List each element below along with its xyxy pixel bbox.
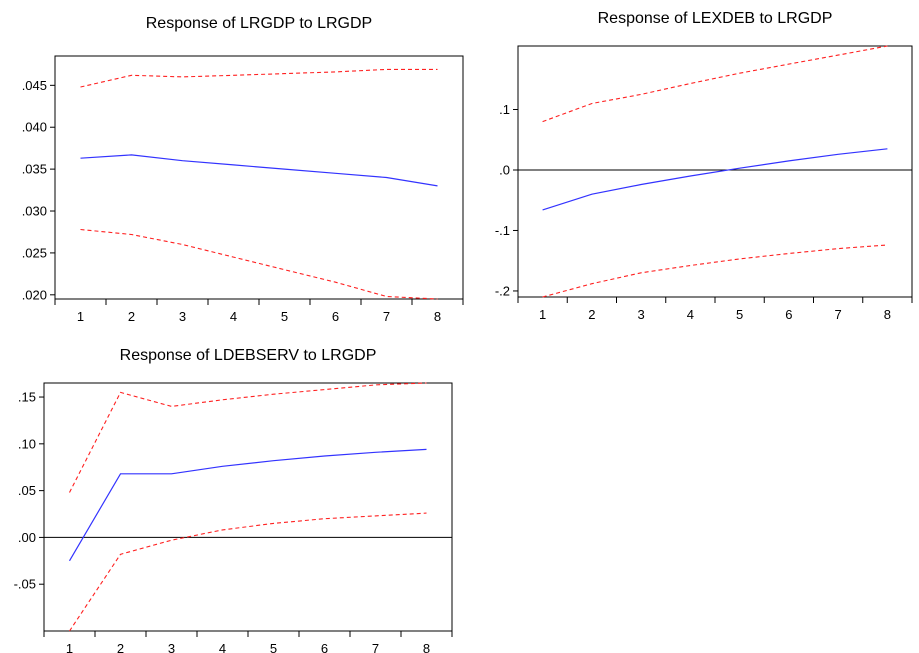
x-tick-label: 2	[117, 641, 124, 653]
x-tick-label: 8	[434, 309, 441, 324]
x-tick-label: 7	[372, 641, 379, 653]
x-tick-label: 1	[77, 309, 84, 324]
x-tick-label: 2	[588, 307, 595, 322]
panel-title: Response of LDEBSERV to LRGDP	[120, 347, 377, 364]
plot-frame	[43, 382, 453, 632]
y-tick-label: .030	[22, 204, 47, 219]
y-tick-label: .040	[22, 120, 47, 135]
x-tick-label: 4	[687, 307, 694, 322]
y-tick-label: .1	[499, 102, 510, 117]
x-tick-label: 5	[281, 309, 288, 324]
x-tick-label: 7	[383, 309, 390, 324]
y-tick-label: -.1	[495, 223, 510, 238]
confidence-band-lower-line	[80, 228, 438, 300]
x-tick-label: 4	[219, 641, 226, 653]
y-tick-label: .15	[18, 390, 36, 405]
y-tick-label: .00	[18, 530, 36, 545]
y-tick-label: .045	[22, 78, 47, 93]
x-tick-label: 1	[539, 307, 546, 322]
panel-title: Response of LEXDEB to LRGDP	[598, 10, 833, 27]
x-tick-label: 1	[66, 641, 73, 653]
y-tick-label: .05	[18, 483, 36, 498]
y-tick-label: .020	[22, 287, 47, 302]
x-tick-label: 6	[332, 309, 339, 324]
irf-panel-3: Response of LDEBSERV to LRGDP .15 .10 .05 .0…	[14, 347, 453, 653]
y-tick-label: .035	[22, 162, 47, 177]
y-tick-label: .10	[18, 436, 36, 451]
confidence-band-upper-line	[69, 382, 427, 493]
confidence-band-lower-line	[69, 512, 427, 632]
impulse-response-line	[542, 148, 888, 211]
y-tick-label: .025	[22, 245, 47, 260]
x-tick-label: 8	[423, 641, 430, 653]
confidence-band-upper-line	[542, 45, 888, 123]
y-tick-label: -.05	[14, 577, 36, 592]
x-tick-label: 2	[128, 309, 135, 324]
irf-panel-2: Response of LEXDEB to LRGDP .1 .0 -.1 -.2 1 2 3…	[495, 10, 913, 322]
x-tick-label: 4	[230, 309, 237, 324]
x-tick-label: 3	[168, 641, 175, 653]
x-tick-label: 3	[638, 307, 645, 322]
impulse-response-line	[68, 448, 427, 562]
x-tick-label: 5	[270, 641, 277, 653]
x-tick-label: 6	[785, 307, 792, 322]
impulse-response-line	[80, 154, 438, 187]
x-tick-label: 8	[884, 307, 891, 322]
y-tick-label: .0	[499, 162, 510, 177]
x-tick-label: 3	[179, 309, 186, 324]
x-tick-label: 7	[835, 307, 842, 322]
confidence-band-lower-line	[542, 244, 888, 298]
panel-title: Response of LRGDP to LRGDP	[146, 15, 372, 32]
x-tick-label: 5	[736, 307, 743, 322]
y-tick-label: -.2	[495, 283, 510, 298]
confidence-band-upper-line	[80, 68, 438, 88]
irf-panel-1: Response of LRGDP to LRGDP .045 .040 .035 .0…	[22, 15, 464, 324]
x-tick-label: 6	[321, 641, 328, 653]
plot-frame	[54, 55, 464, 300]
